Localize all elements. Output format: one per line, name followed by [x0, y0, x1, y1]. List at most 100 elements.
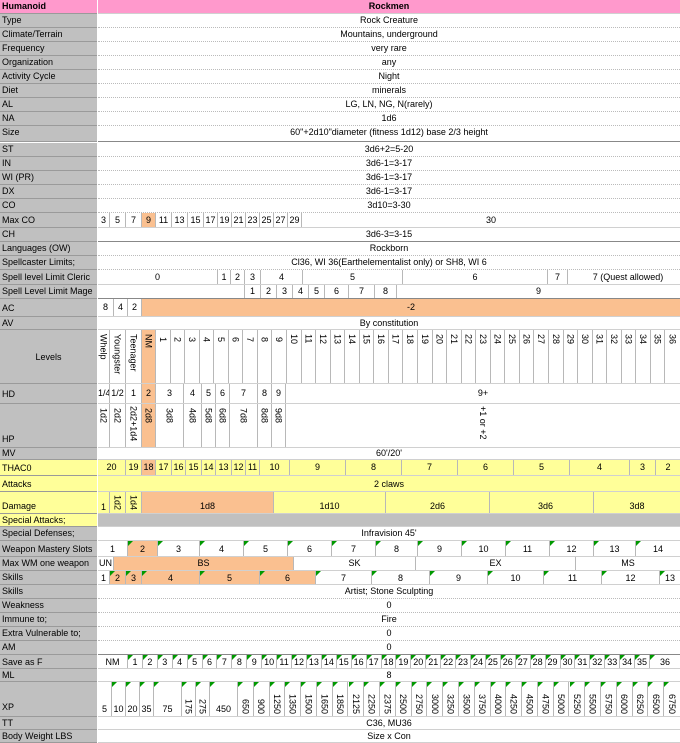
maxco-cell: 11: [156, 213, 172, 227]
row-value-weakness: 0: [98, 599, 680, 613]
row-value-skills-text: Artist; Stone Sculpting: [98, 585, 680, 599]
save-cell: 20: [411, 655, 427, 668]
save-cell: 11: [277, 655, 293, 668]
xp-cell: 4750: [537, 682, 554, 716]
thac0-row: 20 19 18 17 16 15 14 13 12 11 10 9 8 7 6…: [98, 460, 680, 476]
xp-cell: 5500: [585, 682, 602, 716]
level-cell: 7: [243, 330, 258, 383]
xp-cell: 1250: [269, 682, 286, 716]
hp-cell: 4d8: [184, 404, 202, 447]
save-cell: 32: [590, 655, 606, 668]
hd-cell: 3: [156, 384, 184, 403]
row-value-immune: Fire: [98, 613, 680, 627]
wms-cell: 10: [462, 541, 506, 556]
level-cell: 18: [403, 330, 418, 383]
mage-cell: 8: [375, 285, 397, 298]
xp-row: 5 10 20 35 75 175 275 450 650 900 1250 1350 1500 1650…: [98, 682, 680, 717]
row-label-extra: Extra Vulnerable to;: [0, 627, 97, 641]
row-value-in: 3d6-1=3-17: [98, 157, 680, 171]
save-cell: 26: [500, 655, 516, 668]
xp-cell: 2125: [348, 682, 365, 716]
row-value-diet: minerals: [98, 84, 680, 98]
row-value-dx: 3d6-1=3-17: [98, 185, 680, 199]
mage-cell: 9: [535, 286, 541, 296]
hd-cell: 9+: [477, 388, 489, 398]
save-cell: 31: [575, 655, 591, 668]
row-label-climate: Climate/Terrain: [0, 28, 97, 42]
level-cell: Teenager: [126, 330, 142, 383]
row-label-av: AV: [0, 317, 97, 330]
xp-cell: 1650: [316, 682, 333, 716]
row-label-weakness: Weakness: [0, 599, 97, 613]
save-cell: 27: [515, 655, 531, 668]
xp-cell: 75: [154, 682, 182, 716]
row-label-hp: HP: [0, 404, 97, 448]
xp-cell: 5: [98, 682, 112, 716]
save-cell: 34: [620, 655, 636, 668]
maxco-cell: 3: [98, 213, 110, 227]
xp-cell: 6500: [648, 682, 665, 716]
skills-num-row: 1 2 3 4 5 6 7 8 9 10 11 12 13: [98, 571, 680, 585]
hp-cell: 7d8: [230, 404, 258, 447]
xp-cell: 5250: [569, 682, 586, 716]
wms-cell: 3: [158, 541, 200, 556]
maxco-cell: 25: [260, 213, 274, 227]
skills-cell: 3: [126, 571, 142, 584]
xp-cell: 175: [182, 682, 196, 716]
hp-cell: 9d8: [272, 404, 286, 447]
row-label-organization: Organization: [0, 56, 97, 70]
xp-cell: 3000: [427, 682, 444, 716]
row-value-ch: 3d6-3=3-15: [98, 228, 680, 242]
row-label-languages: Languages (OW): [0, 242, 97, 256]
skills-cell: 11: [544, 571, 602, 584]
xp-cell: 900: [253, 682, 270, 716]
header-label: Humanoid: [0, 0, 97, 14]
hp-cell: 3d8: [156, 404, 184, 447]
level-cell: 11: [302, 330, 317, 383]
row-value-spellcaster: Cl36, WI 36(Earthelementalist only) or S…: [98, 256, 680, 270]
ac-cell: 8: [98, 299, 114, 316]
row-label-xp: XP: [0, 682, 97, 717]
level-cell: 4: [200, 330, 215, 383]
wms-cell: 1: [98, 541, 128, 556]
save-cell: 19: [396, 655, 412, 668]
mage-row: 1 2 3 4 5 6 7 8 9: [98, 285, 680, 299]
xp-cell: 5750: [601, 682, 617, 716]
hp-cell: 2d8: [142, 404, 156, 447]
level-cell: 2: [171, 330, 186, 383]
level-cell: 34: [636, 330, 651, 383]
xp-cell: 6000: [616, 682, 633, 716]
row-value-weight: Size x Con: [98, 730, 680, 743]
row-label-type: Type: [0, 14, 97, 28]
ac-cell: 4: [114, 299, 128, 316]
level-cell: Whelp: [98, 330, 110, 383]
wms-cell: 8: [376, 541, 418, 556]
xp-cell: 3250: [443, 682, 459, 716]
save-cell: 5: [187, 655, 203, 668]
row-value-mv: 60'/20': [98, 448, 680, 460]
row-value-wi: 3d6-1=3-17: [98, 171, 680, 185]
save-cell: 28: [530, 655, 546, 668]
level-cell: 23: [476, 330, 491, 383]
wms-cell: 5: [244, 541, 288, 556]
hd-cell: 7: [230, 384, 258, 403]
hp-cell: 2d2+1d4: [126, 404, 142, 447]
level-cell: 33: [622, 330, 637, 383]
row-label-ch: CH: [0, 228, 97, 242]
row-value-climate: Mountains, underground: [98, 28, 680, 42]
thac0-cell: 19: [126, 460, 142, 475]
row-value-extra: 0: [98, 627, 680, 641]
row-label-spellcaster: Spellcaster Limits;: [0, 256, 97, 270]
wms-cell: 12: [550, 541, 594, 556]
row-label-wms: Weapon Mastery Slots: [0, 541, 97, 557]
maxco-row: 3 5 7 9 11 13 15 17 19 21 23 25 27 29 30: [98, 213, 680, 228]
save-cell: 23: [456, 655, 472, 668]
skills-cell: 2: [110, 571, 126, 584]
row-value-am: 0: [98, 641, 680, 655]
save-cell: 6: [202, 655, 218, 668]
level-cell: 26: [520, 330, 535, 383]
mage-cell: 5: [309, 285, 325, 298]
thac0-cell: 2: [665, 462, 671, 472]
maxwm-row: UN BS SK EX MS: [98, 557, 680, 571]
maxco-cell: 19: [218, 213, 232, 227]
